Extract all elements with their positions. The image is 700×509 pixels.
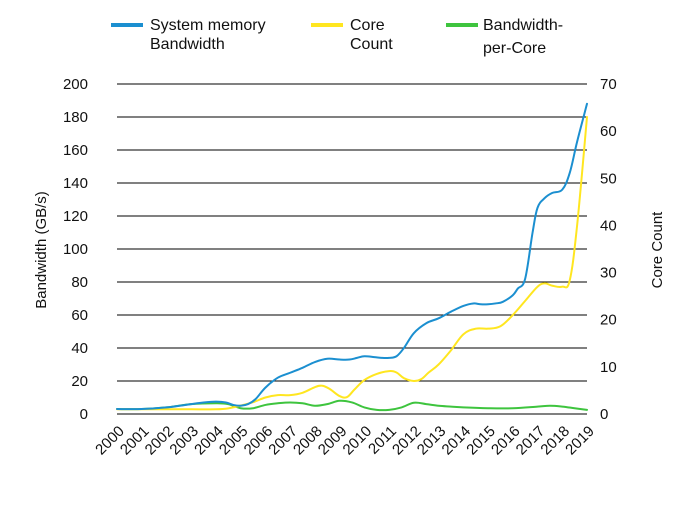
series-line-bandwidth <box>116 102 588 411</box>
y-tick-label-right: 40 <box>600 217 617 234</box>
y-tick-label-right: 20 <box>600 312 617 329</box>
x-tick-label: 2019 <box>562 423 598 459</box>
y-tick-label-right: 0 <box>600 406 608 423</box>
y-tick-label-right: 10 <box>600 359 617 376</box>
y-tick-label-left: 0 <box>80 406 88 423</box>
legend-label-bandwidth-2: Bandwidth <box>150 36 225 53</box>
legend-label-core-count-2: Count <box>350 36 393 53</box>
y-tick-label-right: 30 <box>600 265 617 282</box>
y-tick-label-left: 80 <box>71 274 88 291</box>
y-tick-label-right: 70 <box>600 76 617 93</box>
series-lines <box>116 102 588 412</box>
y-tick-label-left: 120 <box>63 208 88 225</box>
x-axis-ticks: 2000200120022003200420052006200720082009… <box>92 423 598 459</box>
y-tick-label-left: 20 <box>71 373 88 390</box>
legend-label-bandwidth-1: System memory <box>150 17 266 34</box>
y-tick-label-left: 140 <box>63 175 88 192</box>
legend-label-bandwidth-per-core-2: per-Core <box>483 40 546 57</box>
series-line-core-count <box>116 116 588 411</box>
left-axis-ticks: 0 20 40 60 80 100 120 140 160 180 200 <box>63 76 88 423</box>
legend: System memory Bandwidth Core Count Bandw… <box>111 17 563 57</box>
gridlines <box>117 83 587 415</box>
legend-label-bandwidth-per-core-1: Bandwidth- <box>483 17 563 34</box>
y-tick-label-left: 60 <box>71 307 88 324</box>
y-tick-label-right: 50 <box>600 170 617 187</box>
y-axis-title-left: Bandwidth (GB/s) <box>33 191 50 309</box>
y-tick-label-right: 60 <box>600 123 617 140</box>
legend-label-core-count-1: Core <box>350 17 385 34</box>
y-tick-label-left: 180 <box>63 109 88 126</box>
y-tick-label-left: 160 <box>63 142 88 159</box>
y-axis-title-right: Core Count <box>649 211 666 289</box>
y-tick-label-left: 200 <box>63 76 88 93</box>
y-tick-label-left: 40 <box>71 340 88 357</box>
y-tick-label-left: 100 <box>63 241 88 258</box>
right-axis-ticks: 0 10 20 30 40 50 60 70 <box>600 76 617 423</box>
